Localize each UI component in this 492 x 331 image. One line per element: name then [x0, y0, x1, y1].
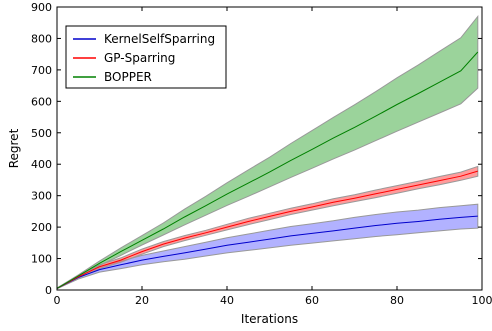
y-tick-label: 500: [31, 127, 52, 140]
y-tick-label: 100: [31, 253, 52, 266]
series-lines: [56, 51, 479, 289]
x-axis-ticks: 0 20 40 60 80 100: [54, 7, 492, 307]
bopper-line: [56, 51, 479, 289]
y-tick-label: 900: [31, 1, 52, 14]
gp-sparring-line: [56, 170, 478, 289]
bopper-band: [56, 14, 479, 290]
kernelselfsparring-line: [56, 215, 478, 289]
y-tick-label: 400: [31, 158, 52, 171]
y-tick-label: 700: [31, 64, 52, 77]
kernelselfsparring-band: [56, 203, 479, 290]
y-tick-label: 0: [45, 284, 52, 297]
legend: KernelSelfSparring GP-Sparring BOPPER: [65, 25, 227, 89]
y-axis-label: Regret: [7, 128, 21, 168]
plot-frame: [56, 6, 483, 291]
x-tick-label: 80: [390, 294, 404, 307]
x-tick-label: 0: [54, 294, 61, 307]
x-tick-label: 60: [305, 294, 319, 307]
kernelselfsparring-legend-label: KernelSelfSparring: [104, 32, 215, 46]
x-tick-label: 20: [135, 294, 149, 307]
x-axis-label: Iterations: [241, 312, 298, 326]
bopper-legend-label: BOPPER: [104, 70, 152, 84]
y-tick-label: 600: [31, 95, 52, 108]
x-tick-label: 40: [220, 294, 234, 307]
confidence-bands: [56, 14, 479, 290]
y-tick-label: 200: [31, 221, 52, 234]
y-tick-label: 300: [31, 190, 52, 203]
gp-sparring-band: [56, 165, 479, 290]
y-tick-label: 800: [31, 32, 52, 45]
x-tick-label: 100: [472, 294, 492, 307]
y-axis-ticks: 0 100 200 300 400 500 600 700 800 900: [31, 1, 482, 297]
gp-sparring-legend-label: GP-Sparring: [104, 51, 175, 65]
